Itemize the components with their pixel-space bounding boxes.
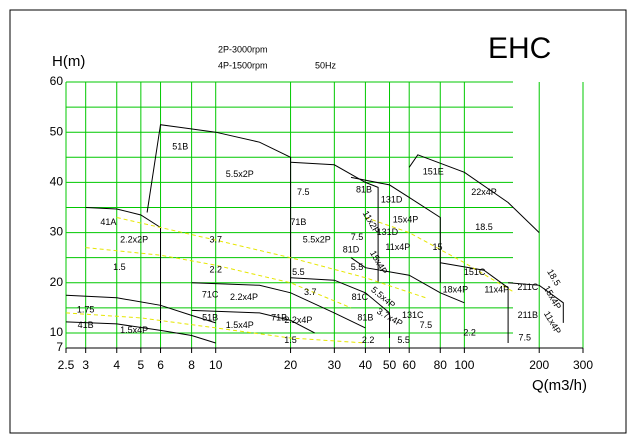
y-tick-label: 40 xyxy=(50,175,64,189)
region-label: 5.5x2P xyxy=(303,234,331,244)
region-label: 11x4P xyxy=(385,242,410,252)
region-label: 7.5 xyxy=(351,232,364,242)
chart-title: EHC xyxy=(488,32,551,65)
y-axis-label: H(m) xyxy=(52,53,85,70)
x-tick-label: 8 xyxy=(188,358,195,372)
region-label: 2.2x4P xyxy=(230,292,258,302)
x-tick-label: 5 xyxy=(138,358,145,372)
region-label: 71C xyxy=(202,290,219,300)
region-label: 51B xyxy=(172,142,188,152)
x-tick-label: 50 xyxy=(383,358,397,372)
region-label: 71B xyxy=(290,217,306,227)
region-label: 1.75 xyxy=(77,305,95,315)
region-label: 151C xyxy=(464,267,486,277)
x-tick-label: 3 xyxy=(82,358,89,372)
pump-curve xyxy=(65,294,216,324)
subtitle: 2P-3000rpm xyxy=(218,44,268,54)
region-label: 2.2 xyxy=(209,265,222,275)
x-tick-label: 40 xyxy=(359,358,373,372)
region-label: 5.5 xyxy=(292,267,305,277)
region-label: 41A xyxy=(100,217,116,227)
region-label: 3.7 xyxy=(209,234,222,244)
pump-curve xyxy=(191,309,315,334)
x-tick-label: 10 xyxy=(209,358,223,372)
region-label: 5.5 xyxy=(397,335,410,345)
region-label: 211C xyxy=(517,282,538,292)
pump-curve xyxy=(290,161,379,283)
region-label: 131D xyxy=(377,227,399,237)
pump-curve xyxy=(350,176,441,283)
x-tick-label: 30 xyxy=(328,358,342,372)
region-label: 5.5x2P xyxy=(226,169,254,179)
region-label: 81D xyxy=(343,245,360,255)
y-tick-label: 60 xyxy=(50,74,64,88)
region-label: 15x4P xyxy=(393,214,419,224)
region-label: 7.5 xyxy=(519,332,532,342)
region-label: 15x4P xyxy=(542,284,563,311)
region-label: 15x4P xyxy=(368,249,389,276)
region-label: 71B xyxy=(271,312,287,322)
region-label: 22x4P xyxy=(471,187,497,197)
pump-curve xyxy=(408,154,540,233)
y-tick-label: 7 xyxy=(56,340,63,354)
pump-curve xyxy=(65,321,216,344)
pump-curve xyxy=(290,277,390,338)
frame xyxy=(9,9,627,434)
region-label: 2.2 xyxy=(362,335,375,345)
y-tick-label: 50 xyxy=(50,124,64,138)
pump-curve xyxy=(440,262,509,343)
region-label: 1.5x4P xyxy=(120,325,148,335)
x-tick-label: 6 xyxy=(157,358,164,372)
pump-curve xyxy=(146,124,292,283)
x-tick-label: 2.5 xyxy=(58,358,75,372)
region-label: 1.5 xyxy=(113,262,126,272)
pump-curve xyxy=(65,312,366,344)
region-label: 7.5 xyxy=(297,187,310,197)
region-label: 2.2x2P xyxy=(120,234,148,244)
region-label: 11x4P xyxy=(484,285,509,295)
x-tick-label: 60 xyxy=(403,358,417,372)
region-label: 211B xyxy=(518,310,538,320)
pump-curve xyxy=(191,282,366,329)
region-label: 18x4P xyxy=(443,285,469,295)
region-label: 5.5 xyxy=(351,262,364,272)
region-label: 41B xyxy=(78,320,94,330)
pump-curve xyxy=(85,247,352,309)
pump-curve xyxy=(365,217,516,294)
frequency: 50Hz xyxy=(315,60,337,70)
region-label: 131C xyxy=(402,310,424,320)
y-tick-label: 20 xyxy=(50,275,64,289)
region-label: 11x4P xyxy=(542,309,563,336)
x-tick-label: 4 xyxy=(113,358,120,372)
y-tick-label: 30 xyxy=(50,225,64,239)
x-tick-label: 200 xyxy=(529,358,549,372)
region-label: 1.5x4P xyxy=(226,320,254,330)
region-label: 2.2 xyxy=(463,327,476,337)
region-label: 51B xyxy=(202,312,218,322)
x-axis-label: Q(m3/h) xyxy=(532,377,587,394)
region-label: 81C xyxy=(352,292,369,302)
pump-curve xyxy=(85,207,161,323)
region-label: 5.5x4P xyxy=(369,284,397,310)
subtitle: 4P-1500rpm xyxy=(218,60,268,70)
region-label: 18.5 xyxy=(475,222,493,232)
x-tick-label: 80 xyxy=(434,358,448,372)
x-tick-label: 20 xyxy=(284,358,298,372)
region-label: 7.5 xyxy=(420,320,433,330)
pump-curve xyxy=(508,282,564,323)
region-label: 3.7 xyxy=(304,287,317,297)
region-label: 131D xyxy=(381,194,403,204)
region-label: 81B xyxy=(356,184,372,194)
pump-curve xyxy=(350,257,465,304)
x-tick-label: 100 xyxy=(454,358,474,372)
region-label: 151E xyxy=(423,167,444,177)
x-tick-label: 300 xyxy=(573,358,593,372)
region-label: 15 xyxy=(433,242,443,252)
region-label: 1.5 xyxy=(284,335,297,345)
region-label: 81B xyxy=(357,312,373,322)
region-label: 2.2x4P xyxy=(284,315,312,325)
pump-curve xyxy=(116,217,426,299)
y-tick-label: 10 xyxy=(50,325,64,339)
